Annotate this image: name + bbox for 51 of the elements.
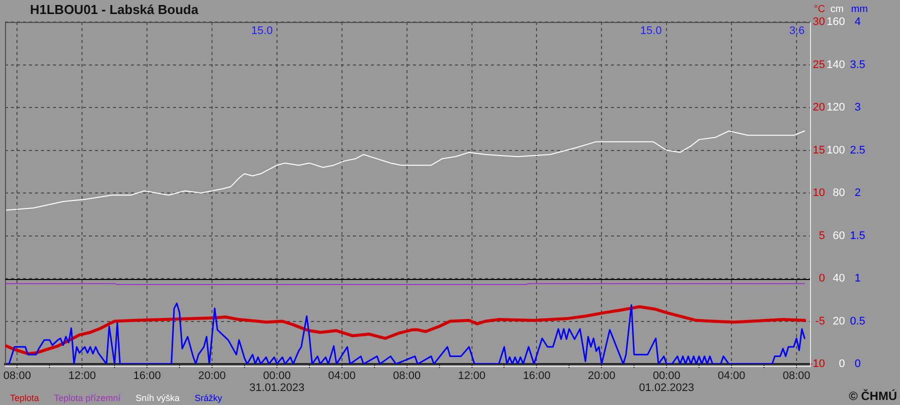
x-tick-label: 16:00: [522, 370, 550, 382]
y3-tick-label: 2.5: [850, 144, 866, 156]
y2-tick-label: 60: [832, 230, 845, 242]
y3-tick-label: 2: [854, 187, 861, 200]
y3-tick-label: 0.5: [850, 315, 866, 328]
y-tick-label: 25: [812, 58, 825, 71]
y3-tick-label: 4: [854, 16, 861, 28]
x-tick-label: 20:00: [588, 370, 616, 382]
annotation: 15.0: [251, 25, 273, 37]
text: © ČHMÚ: [848, 389, 897, 403]
y-tick-label: 5: [818, 230, 825, 242]
y3-tick-label: 3.5: [850, 58, 866, 71]
y3-tick-label: 0: [854, 358, 861, 370]
y3-tick-label: 1: [854, 272, 861, 285]
y-tick-label: 30: [812, 16, 825, 28]
y2-axis-title: cm: [830, 4, 844, 15]
y-axis-title: °C: [814, 4, 826, 15]
annotation: 15.0: [640, 25, 662, 37]
x-tick-label: 04:00: [328, 370, 356, 382]
text: Sníh výška: [136, 393, 180, 403]
y2-tick-label: 0: [838, 358, 845, 370]
y3-axis-title: mm: [851, 4, 868, 15]
text: Teplota: [10, 393, 40, 403]
x-tick-label: 08:00: [782, 370, 810, 382]
y-tick-label: 20: [812, 102, 825, 114]
y2-tick-label: 40: [832, 272, 845, 285]
y2-tick-label: 160: [826, 16, 845, 28]
x-tick-label: 00:00 31.01.2023: [249, 370, 304, 394]
y2-tick-label: 100: [826, 144, 845, 156]
y2-tick-label: 140: [826, 58, 845, 71]
y2-tick-label: 80: [832, 187, 845, 200]
annotation: 3.6: [789, 25, 805, 37]
chart-title: H1LBOU01 - Labská Bouda: [30, 2, 198, 17]
y-tick-label: 15: [812, 144, 825, 156]
y3-tick-label: 1.5: [850, 230, 866, 242]
y-tick-label: 10: [812, 187, 825, 200]
text: Srážky: [194, 393, 222, 403]
y2-tick-label: 20: [832, 315, 845, 328]
y-tick-label: -5: [815, 315, 825, 328]
text: Teplota přízemní: [54, 393, 121, 403]
x-tick-label: 08:00: [393, 370, 421, 382]
y-tick-label: 0: [818, 272, 825, 285]
x-tick-label: 12:00: [458, 370, 486, 382]
x-tick-label: 08:00: [3, 370, 31, 382]
x-tick-label: 04:00: [718, 370, 746, 382]
y2-tick-label: 120: [826, 102, 845, 114]
x-tick-label: 20:00: [198, 370, 226, 382]
x-tick-label: 00:00 01.02.2023: [639, 370, 694, 394]
x-tick-label: 16:00: [133, 370, 161, 382]
x-tick-label: 12:00: [68, 370, 96, 382]
y3-tick-label: 3: [854, 102, 861, 114]
